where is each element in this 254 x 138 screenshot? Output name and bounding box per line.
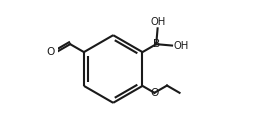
Text: B: B bbox=[153, 39, 160, 49]
Text: OH: OH bbox=[151, 17, 166, 27]
Text: O: O bbox=[47, 47, 55, 57]
Text: OH: OH bbox=[173, 41, 188, 51]
Text: O: O bbox=[150, 88, 158, 98]
